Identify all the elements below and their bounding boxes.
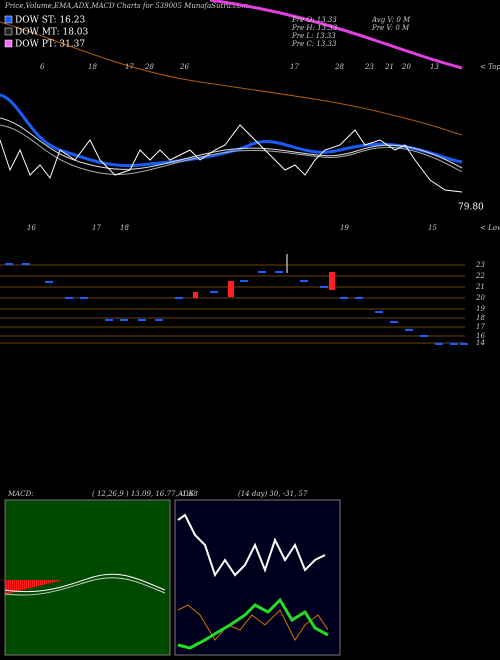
last-price: 79.80 — [458, 203, 484, 213]
scale-label: 19 — [476, 305, 485, 313]
macd-bar — [28, 580, 30, 589]
macd-bar — [60, 580, 62, 581]
macd-bar — [52, 580, 54, 583]
date-label: 13 — [430, 63, 439, 71]
candle — [228, 281, 234, 297]
date-label: 17 — [125, 63, 134, 71]
scale-label: 16 — [476, 332, 485, 340]
minus-di-line — [177, 604, 329, 641]
date-label: 21 — [384, 63, 394, 71]
macd-bar — [16, 580, 18, 592]
tops-label: < Tops — [480, 63, 500, 71]
date-label: 18 — [120, 224, 129, 232]
date-label: 19 — [340, 224, 349, 232]
ema-line — [0, 124, 463, 175]
macd-bar — [26, 580, 28, 589]
macd-bar — [22, 580, 24, 590]
macd-bar — [10, 580, 12, 593]
scale-label: 22 — [475, 272, 485, 280]
date-label: 26 — [179, 63, 189, 71]
scale-label: 17 — [476, 323, 485, 331]
date-label: 18 — [88, 63, 97, 71]
legend-label: DOW MT: 18.03 — [15, 28, 89, 38]
legend: DOW ST: 16.23 DOW MT: 18.03 DOW PT: 31.37 — [4, 15, 89, 50]
candle — [193, 292, 198, 298]
macd-bar — [48, 580, 50, 584]
date-label: 28 — [334, 63, 344, 71]
title: Price,Volume,EMA,ADX,MACD Charts for 539… — [4, 2, 248, 10]
macd-bar — [42, 580, 44, 585]
macd-histogram — [6, 580, 62, 594]
macd-bar — [20, 580, 22, 591]
price-line — [0, 124, 463, 193]
macd-bar — [30, 580, 32, 588]
macd-panel — [4, 499, 171, 656]
macd-bar — [14, 580, 16, 592]
scale-label: 14 — [476, 339, 485, 347]
scale-label: 20 — [475, 294, 485, 302]
scale-label: 18 — [476, 314, 485, 322]
candle — [329, 272, 335, 290]
stat: Pre H: 13.33 — [291, 24, 338, 32]
macd-bar — [24, 580, 26, 590]
adx-values: (14 day) 30, -31, 57 — [238, 490, 308, 498]
legend-swatch — [4, 27, 13, 36]
macd-bar — [38, 580, 40, 586]
macd-line — [4, 573, 166, 593]
adx-label: ADX — [177, 490, 195, 498]
mt-line — [0, 21, 463, 136]
legend-label: DOW PT: 31.37 — [15, 40, 85, 50]
macd-bar — [56, 580, 58, 582]
date-label: 17 — [92, 224, 101, 232]
date-label: 15 — [428, 224, 437, 232]
macd-bar — [58, 580, 60, 581]
date-label: 20 — [401, 63, 411, 71]
stat: Pre O: 13.33 — [291, 16, 337, 24]
adx-panel — [174, 499, 341, 656]
macd-bar — [46, 580, 48, 584]
lows-label: < Lows — [480, 224, 500, 232]
stat: Pre V: 0 M — [371, 24, 410, 32]
date-label: 17 — [290, 63, 299, 71]
pt-line — [209, 0, 463, 70]
date-label: 28 — [144, 63, 154, 71]
scale-label: 23 — [475, 261, 485, 269]
scale-label: 21 — [475, 283, 485, 291]
signal-line — [4, 577, 166, 596]
date-label: 16 — [27, 224, 36, 232]
macd-bar — [44, 580, 46, 585]
adx-line — [177, 513, 326, 578]
legend-swatch — [4, 15, 13, 24]
macd-bar — [12, 580, 14, 593]
macd-bar — [54, 580, 56, 582]
macd-bar — [50, 580, 52, 583]
legend-swatch — [4, 39, 13, 48]
macd-bar — [32, 580, 34, 588]
macd-bar — [40, 580, 42, 586]
legend-label: DOW ST: 16.23 — [15, 16, 85, 26]
macd-bar — [18, 580, 20, 591]
macd-bar — [36, 580, 38, 587]
date-label: 23 — [364, 63, 374, 71]
stat: Avg V: 0 M — [371, 16, 411, 24]
macd-bar — [34, 580, 36, 587]
macd-bar — [8, 580, 10, 594]
date-label: 6 — [40, 63, 45, 71]
stat: Pre L: 13.33 — [291, 32, 336, 40]
plus-di-line — [177, 597, 329, 650]
macd-values: ( 12,26,9 ) 13.09, 16.77, -1.68 — [92, 490, 198, 498]
stat: Pre C: 13.33 — [291, 40, 337, 48]
macd-bar — [6, 580, 8, 594]
macd-label: MACD: — [7, 490, 34, 498]
